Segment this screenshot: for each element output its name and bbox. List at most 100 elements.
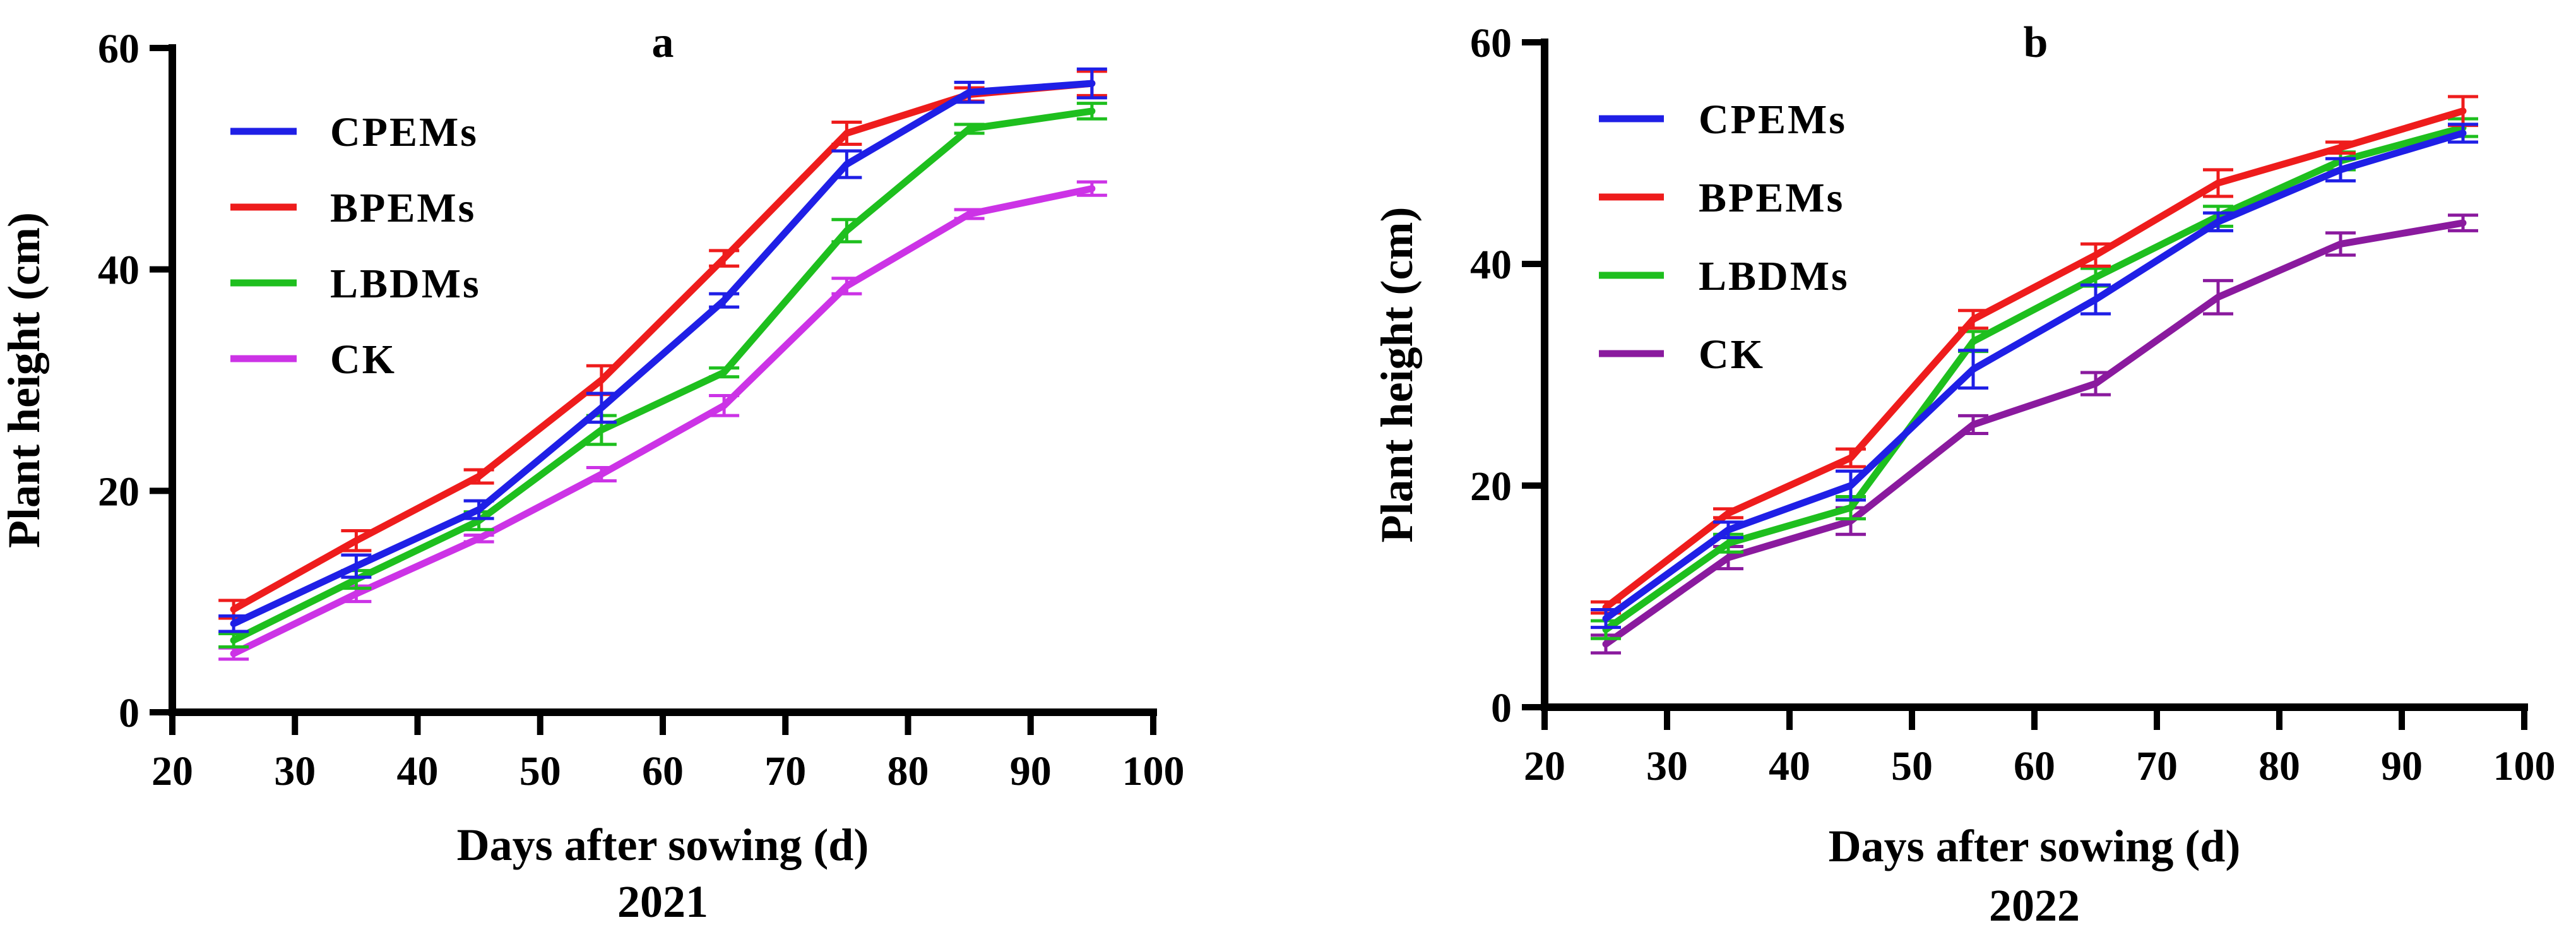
- chart-panel-b: 20 30 40 50 60 70 80 90 100 0 20 40 60 Plant height (…: [1372, 18, 2556, 931]
- data-point: [2094, 275, 2098, 280]
- x-tick-label: 100: [1122, 748, 1185, 794]
- legend-item: LBDMs: [230, 261, 481, 307]
- series-line: [230, 185, 1096, 657]
- data-point: [2094, 253, 2098, 257]
- data-point: [2094, 297, 2098, 302]
- legend-item: LBDMs: [1599, 253, 1849, 299]
- data-point: [477, 474, 481, 479]
- series-cpems: [218, 67, 1107, 633]
- legend-label: CPEMs: [1699, 97, 1847, 143]
- data-point: [1604, 616, 1608, 621]
- panel-label: b: [2024, 18, 2048, 67]
- data-point: [477, 536, 481, 541]
- data-point: [599, 378, 603, 382]
- data-point: [477, 508, 481, 512]
- series-line: [1602, 219, 2467, 648]
- series-bpems: [1591, 95, 2478, 615]
- y-tick-label: 60: [98, 26, 139, 72]
- data-point: [2461, 109, 2465, 113]
- data-point: [232, 607, 236, 611]
- legend-item: CK: [1599, 332, 1765, 378]
- data-point: [232, 621, 236, 626]
- x-tick-label: 60: [642, 748, 684, 794]
- data-point: [1849, 506, 1853, 510]
- x-tick-label: 50: [1891, 743, 1933, 789]
- x-tick-label: 20: [1524, 743, 1565, 789]
- data-point: [2216, 181, 2220, 185]
- data-point: [354, 592, 359, 596]
- legend-label: LBDMs: [330, 261, 481, 307]
- legend-label: LBDMs: [1699, 253, 1849, 299]
- data-point: [845, 284, 849, 288]
- data-point: [1726, 528, 1730, 532]
- data-point: [599, 405, 603, 410]
- legend-label: CK: [330, 337, 396, 383]
- series-line: [230, 80, 1096, 628]
- data-point: [1726, 511, 1730, 515]
- y-tick-label: 0: [119, 690, 139, 736]
- series-line: [230, 107, 1096, 644]
- x-tick-label: 90: [2381, 743, 2423, 789]
- legend-item: CK: [230, 337, 396, 383]
- x-tick-label: 50: [519, 748, 561, 794]
- series-line: [1602, 107, 2467, 611]
- chart-panel-a: 20 30 40 50 60 70 80 90 100 0 20 40 60 Plant height (…: [0, 18, 1185, 927]
- legend-item: CPEMs: [230, 109, 477, 155]
- y-axis-title: Plant height (cm): [0, 212, 49, 548]
- x-tick-label: 80: [2258, 743, 2300, 789]
- data-point: [1726, 541, 1730, 546]
- y-axis-title: Plant height (cm): [1372, 207, 1422, 543]
- x-tick-label: 100: [2493, 743, 2556, 789]
- panel-label: a: [652, 18, 674, 67]
- y-tick-label: 40: [1470, 242, 1512, 288]
- legend-item: BPEMs: [230, 185, 476, 231]
- data-point: [1971, 422, 1975, 427]
- legend-item: BPEMs: [1599, 175, 1844, 221]
- data-point: [1726, 556, 1730, 560]
- year-label: 2021: [617, 876, 708, 927]
- legend: CPEMs BPEMs LBDMs CK: [230, 109, 481, 383]
- data-point: [722, 403, 727, 408]
- x-tick-label: 90: [1010, 748, 1052, 794]
- x-tick-label: 70: [764, 748, 806, 794]
- data-point: [2461, 131, 2465, 135]
- data-point: [722, 298, 727, 302]
- legend-label: CK: [1699, 332, 1765, 378]
- data-point: [1089, 81, 1094, 86]
- y-tick-label: 60: [1470, 20, 1512, 66]
- legend-label: BPEMs: [1699, 175, 1844, 221]
- data-point: [967, 212, 971, 216]
- x-tick-label: 70: [2136, 743, 2178, 789]
- x-tick-label: 20: [151, 748, 193, 794]
- x-axis-title: Days after sowing (d): [1829, 821, 2241, 871]
- data-point: [2339, 167, 2342, 172]
- data-point: [1089, 109, 1094, 113]
- data-point: [1971, 367, 1975, 371]
- data-point: [845, 162, 849, 167]
- data-point: [2339, 145, 2342, 150]
- data-point: [1971, 317, 1975, 321]
- data-point: [2461, 221, 2465, 225]
- data-point: [354, 539, 359, 543]
- series-line: [1602, 124, 2467, 633]
- x-tick-label: 40: [1769, 743, 1810, 789]
- data-point: [232, 652, 236, 656]
- legend-label: BPEMs: [330, 185, 476, 231]
- series-cpems: [1591, 122, 2478, 630]
- data-point: [722, 370, 727, 374]
- data-point: [232, 638, 236, 643]
- x-tick-label: 80: [887, 748, 929, 794]
- data-point: [1089, 186, 1094, 191]
- x-tick-label: 30: [274, 748, 316, 794]
- data-point: [1849, 484, 1853, 487]
- legend-item: CPEMs: [1599, 97, 1847, 143]
- y-tick-label: 20: [98, 469, 139, 515]
- x-axis-title: Days after sowing (d): [457, 820, 869, 870]
- data-point: [967, 126, 971, 131]
- data-point: [722, 256, 727, 261]
- x-tick-label: 30: [1646, 743, 1688, 789]
- y-tick-label: 20: [1470, 463, 1512, 510]
- data-point: [599, 427, 603, 432]
- data-point: [354, 564, 359, 568]
- data-point: [1604, 642, 1608, 646]
